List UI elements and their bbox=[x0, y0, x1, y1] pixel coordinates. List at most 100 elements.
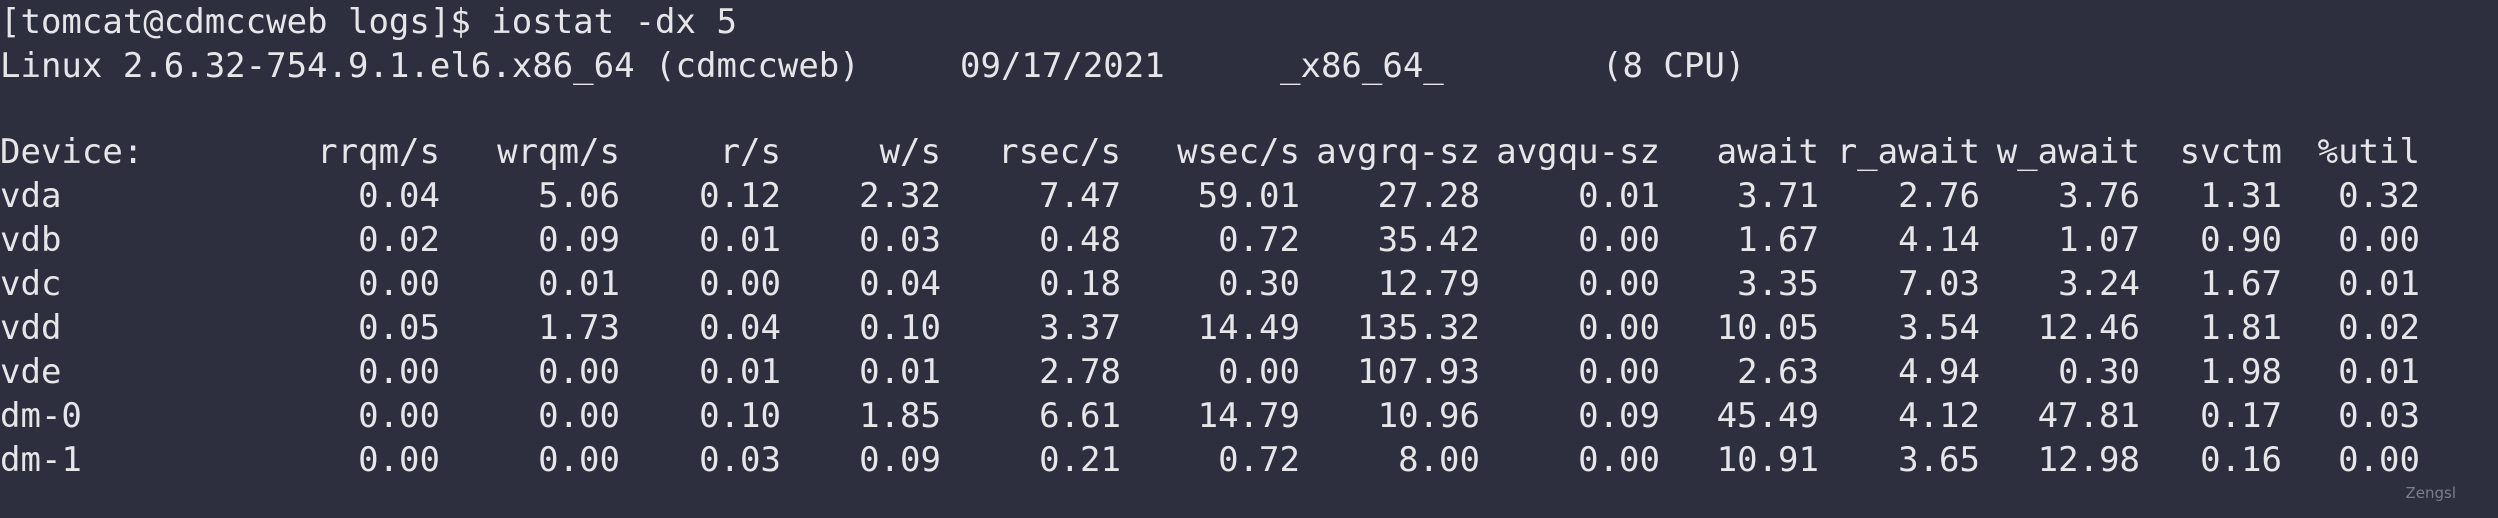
device-name: vdb bbox=[0, 220, 62, 260]
stat-value: 3.35 bbox=[1737, 264, 1819, 304]
stat-value: 0.00 bbox=[358, 396, 440, 436]
column-header: wsec/s bbox=[1177, 132, 1300, 172]
stat-value: 4.12 bbox=[1898, 396, 1980, 436]
column-header: svctm bbox=[2179, 132, 2282, 172]
column-header: w/s bbox=[879, 132, 941, 172]
stat-value: 0.09 bbox=[859, 440, 941, 480]
stat-value: 3.65 bbox=[1898, 440, 1980, 480]
stat-value: 1.67 bbox=[2200, 264, 2282, 304]
device-name: vde bbox=[0, 352, 62, 392]
column-header: %util bbox=[2317, 132, 2420, 172]
stat-value: 0.01 bbox=[2338, 352, 2420, 392]
stat-value: 6.61 bbox=[1039, 396, 1121, 436]
stat-value: 0.00 bbox=[358, 352, 440, 392]
stat-value: 0.00 bbox=[1578, 308, 1660, 348]
stat-value: 0.00 bbox=[1578, 264, 1660, 304]
cpu-count: (8 CPU) bbox=[1602, 46, 1746, 86]
stat-value: 2.78 bbox=[1039, 352, 1121, 392]
stat-value: 0.04 bbox=[358, 176, 440, 216]
stat-value: 3.24 bbox=[2058, 264, 2140, 304]
stat-value: 0.01 bbox=[2338, 264, 2420, 304]
stat-value: 1.85 bbox=[859, 396, 941, 436]
stat-value: 27.28 bbox=[1377, 176, 1480, 216]
watermark: Zengsl bbox=[2405, 484, 2456, 502]
stat-value: 0.01 bbox=[699, 220, 781, 260]
stat-value: 12.46 bbox=[2037, 308, 2140, 348]
column-header: wrqm/s bbox=[497, 132, 620, 172]
stat-value: 0.03 bbox=[2338, 396, 2420, 436]
report-date: 09/17/2021 bbox=[960, 46, 1165, 86]
stat-value: 0.01 bbox=[859, 352, 941, 392]
stat-value: 1.98 bbox=[2200, 352, 2282, 392]
shell-prompt: [tomcat@cdmccweb logs]$ bbox=[0, 2, 492, 42]
stat-value: 0.00 bbox=[538, 440, 620, 480]
stat-value: 0.09 bbox=[1578, 396, 1660, 436]
stat-value: 0.17 bbox=[2200, 396, 2282, 436]
stat-value: 3.54 bbox=[1898, 308, 1980, 348]
stat-value: 0.00 bbox=[2338, 440, 2420, 480]
stat-value: 0.01 bbox=[1578, 176, 1660, 216]
table-row: vdc 0.00 0.01 0.00 0.04 0.18 0.30 12.79 0.00 3.35… bbox=[0, 262, 2498, 306]
device-name: vdd bbox=[0, 308, 62, 348]
table-row: dm-1 0.00 0.00 0.03 0.09 0.21 0.72 8.00 0.00 10.9… bbox=[0, 438, 2498, 482]
device-name: vdc bbox=[0, 264, 62, 304]
column-header: r_await bbox=[1836, 132, 1980, 172]
stat-value: 0.02 bbox=[2338, 308, 2420, 348]
stat-value: 0.04 bbox=[859, 264, 941, 304]
stat-value: 0.00 bbox=[1578, 220, 1660, 260]
stat-value: 135.32 bbox=[1357, 308, 1480, 348]
stat-value: 0.10 bbox=[699, 396, 781, 436]
stat-value: 0.30 bbox=[2058, 352, 2140, 392]
table-row: vda 0.04 5.06 0.12 2.32 7.47 59.01 27.28 0.01 3.7… bbox=[0, 174, 2498, 218]
stat-value: 0.00 bbox=[1578, 440, 1660, 480]
table-row: vde 0.00 0.00 0.01 0.01 2.78 0.00 107.93 0.00 2.6… bbox=[0, 350, 2498, 394]
stat-value: 2.32 bbox=[859, 176, 941, 216]
stat-value: 0.12 bbox=[699, 176, 781, 216]
stat-value: 0.03 bbox=[699, 440, 781, 480]
architecture: _x86_64_ bbox=[1280, 46, 1444, 86]
column-header: avgrq-sz bbox=[1316, 132, 1480, 172]
column-header: await bbox=[1716, 132, 1819, 172]
device-name: vda bbox=[0, 176, 62, 216]
stat-value: 0.05 bbox=[358, 308, 440, 348]
stat-value: 0.00 bbox=[1578, 352, 1660, 392]
stat-value: 45.49 bbox=[1716, 396, 1819, 436]
stat-value: 0.16 bbox=[2200, 440, 2282, 480]
stat-value: 0.03 bbox=[859, 220, 941, 260]
stat-value: 3.71 bbox=[1737, 176, 1819, 216]
stat-value: 7.47 bbox=[1039, 176, 1121, 216]
stat-value: 107.93 bbox=[1357, 352, 1480, 392]
stat-value: 1.81 bbox=[2200, 308, 2282, 348]
stat-value: 0.72 bbox=[1218, 440, 1300, 480]
stat-value: 0.04 bbox=[699, 308, 781, 348]
stat-value: 12.79 bbox=[1377, 264, 1480, 304]
stat-value: 0.01 bbox=[538, 264, 620, 304]
stat-value: 5.06 bbox=[538, 176, 620, 216]
device-name: dm-0 bbox=[0, 396, 82, 436]
table-row: vdd 0.05 1.73 0.04 0.10 3.37 14.49 135.32 0.00 10… bbox=[0, 306, 2498, 350]
stat-value: 14.49 bbox=[1197, 308, 1300, 348]
device-name: dm-1 bbox=[0, 440, 82, 480]
stat-value: 0.30 bbox=[1218, 264, 1300, 304]
stat-value: 0.72 bbox=[1218, 220, 1300, 260]
column-header: avgqu-sz bbox=[1496, 132, 1660, 172]
table-row: vdb 0.02 0.09 0.01 0.03 0.48 0.72 35.42 0.00 1.67… bbox=[0, 218, 2498, 262]
command-text: iostat -dx 5 bbox=[491, 2, 737, 42]
stat-value: 3.76 bbox=[2058, 176, 2140, 216]
kernel-info: Linux 2.6.32-754.9.1.el6.x86_64 (cdmccwe… bbox=[0, 46, 860, 86]
stat-value: 0.09 bbox=[538, 220, 620, 260]
stat-value: 2.63 bbox=[1737, 352, 1819, 392]
column-header: Device: bbox=[0, 132, 144, 172]
stat-value: 0.00 bbox=[358, 264, 440, 304]
stat-value: 12.98 bbox=[2037, 440, 2140, 480]
stat-value: 0.00 bbox=[1218, 352, 1300, 392]
table-header-row: Device: rrqm/s wrqm/s r/s w/s rsec/s wse… bbox=[0, 130, 2498, 174]
column-header: rsec/s bbox=[998, 132, 1121, 172]
stat-value: 1.73 bbox=[538, 308, 620, 348]
stat-value: 0.01 bbox=[699, 352, 781, 392]
stat-value: 35.42 bbox=[1377, 220, 1480, 260]
stat-value: 0.00 bbox=[538, 396, 620, 436]
stat-value: 4.14 bbox=[1898, 220, 1980, 260]
stat-value: 10.96 bbox=[1377, 396, 1480, 436]
